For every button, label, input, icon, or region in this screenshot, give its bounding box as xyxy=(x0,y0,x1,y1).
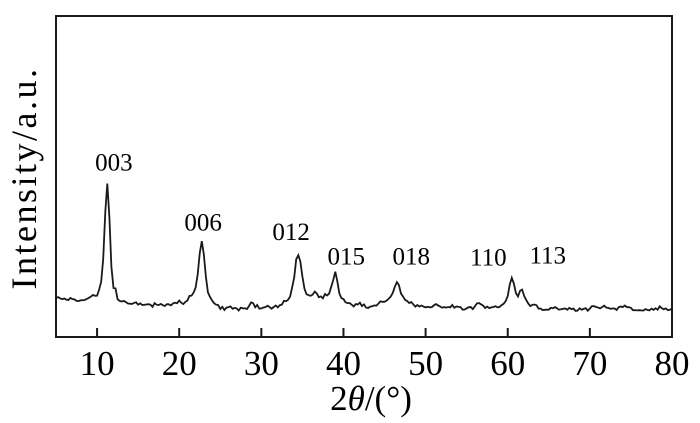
x-tick-label: 60 xyxy=(490,344,525,383)
x-tick-label: 20 xyxy=(162,344,197,383)
x-tick-label: 40 xyxy=(326,344,361,383)
x-axis-label-suffix: /(°) xyxy=(365,379,412,418)
peak-label-003: 003 xyxy=(95,150,133,177)
peak-label-006: 006 xyxy=(184,210,222,237)
peak-label-012: 012 xyxy=(272,219,310,246)
x-axis-label-prefix: 2 xyxy=(330,379,348,418)
plot-frame xyxy=(55,15,673,338)
x-tick-label: 50 xyxy=(408,344,443,383)
xrd-trace xyxy=(55,183,673,313)
peak-label-015: 015 xyxy=(328,243,366,270)
x-tick-label: 30 xyxy=(244,344,279,383)
x-tick-label: 10 xyxy=(80,344,115,383)
x-axis-ticks xyxy=(96,328,673,337)
peak-label-110: 110 xyxy=(470,245,507,272)
x-axis-label: 2θ/(°) xyxy=(330,379,412,418)
peak-labels: 003 006 012 015 018 110 113 xyxy=(95,150,566,272)
peak-label-113: 113 xyxy=(529,243,566,270)
x-tick-label: 80 xyxy=(655,344,690,383)
x-axis-label-theta: θ xyxy=(348,379,365,418)
peak-label-018: 018 xyxy=(393,243,431,270)
x-tick-label: 70 xyxy=(572,344,607,383)
x-axis-tick-labels: 10 20 30 40 50 60 70 80 xyxy=(80,344,690,383)
y-axis-label: Intensity/a.u. xyxy=(4,67,44,290)
